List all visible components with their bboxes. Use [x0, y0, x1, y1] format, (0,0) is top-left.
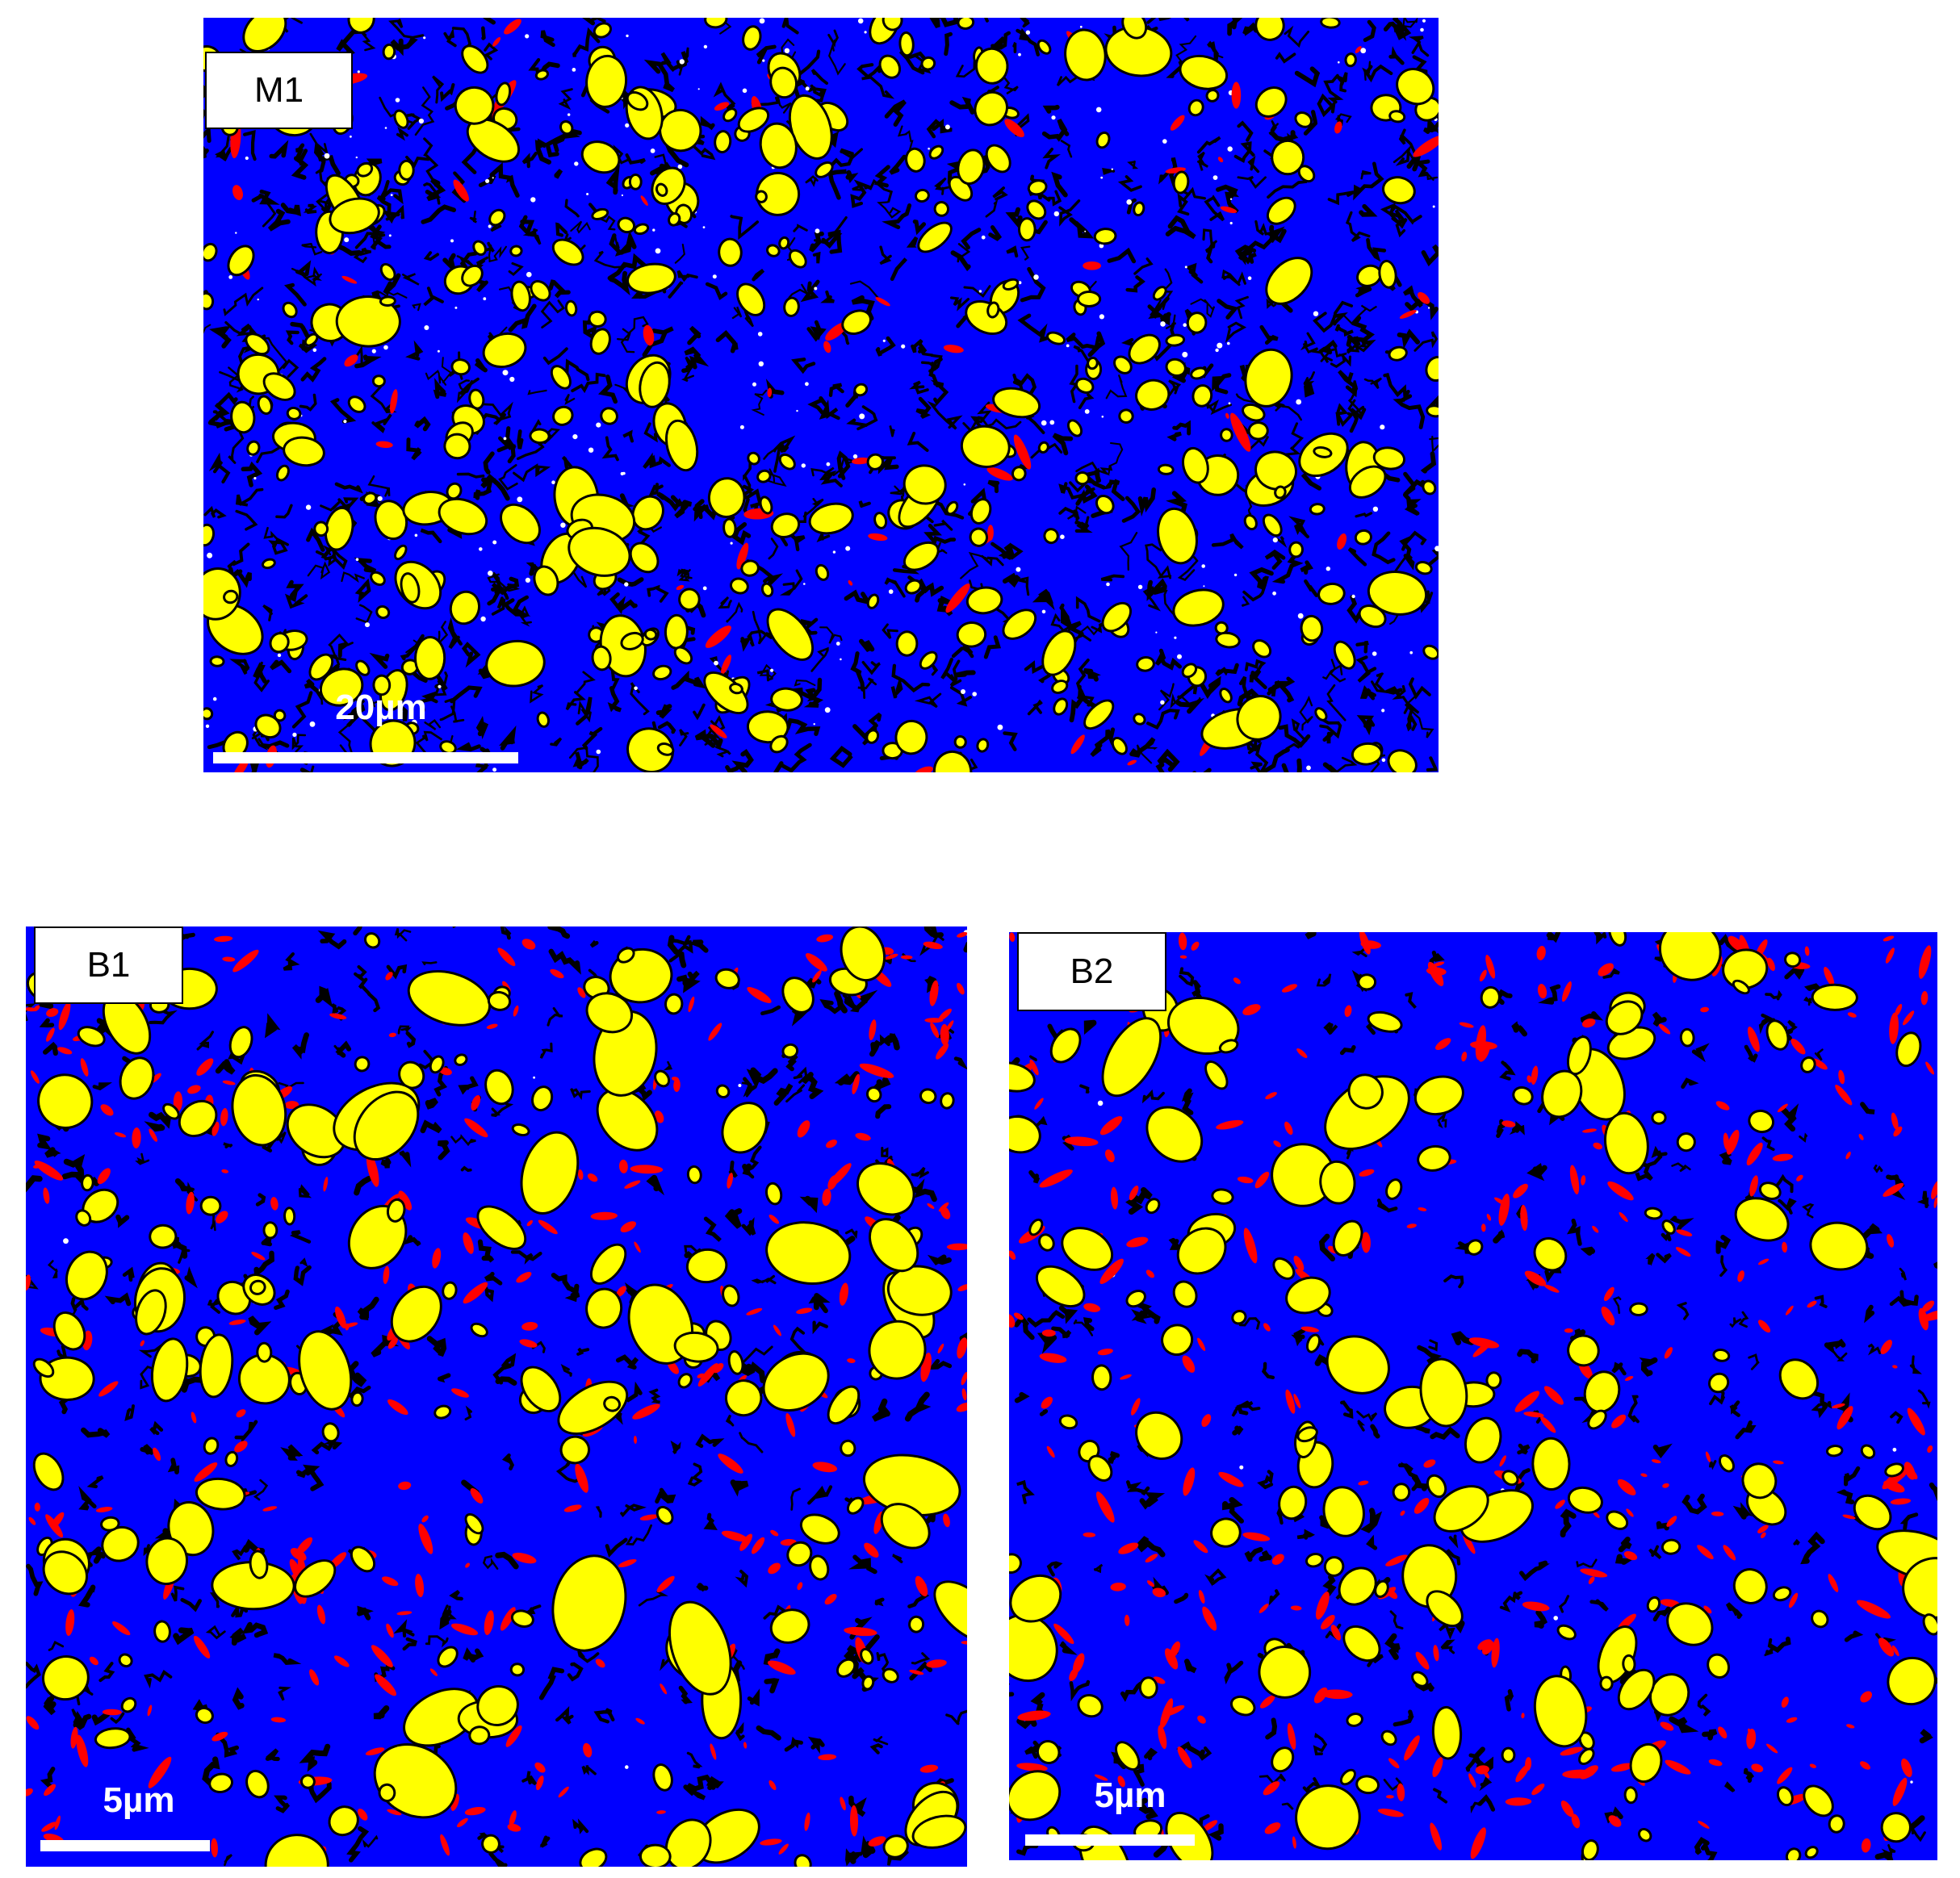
scale-bar-label-m1: 20µm: [335, 688, 427, 727]
scale-bar-b1: [40, 1840, 210, 1851]
scale-bar-label-b1: 5µm: [103, 1780, 175, 1820]
phase-map-b2: [1009, 932, 1937, 1860]
micrograph-panel-b2: B2 5µm: [1009, 932, 1937, 1860]
panel-label-b2: B2: [1017, 932, 1166, 1011]
scale-bar-m1: [213, 752, 518, 763]
scale-bar-b2: [1025, 1834, 1195, 1846]
panel-label-m1: M1: [205, 52, 353, 129]
scale-bar-label-b2: 5µm: [1094, 1776, 1166, 1815]
phase-map-b1: [26, 926, 967, 1867]
micrograph-panel-m1: M1 20µm: [203, 18, 1439, 772]
micrograph-panel-b1: B1 5µm: [26, 926, 967, 1867]
phase-map-m1: [203, 18, 1439, 772]
panel-label-b1: B1: [34, 926, 183, 1004]
